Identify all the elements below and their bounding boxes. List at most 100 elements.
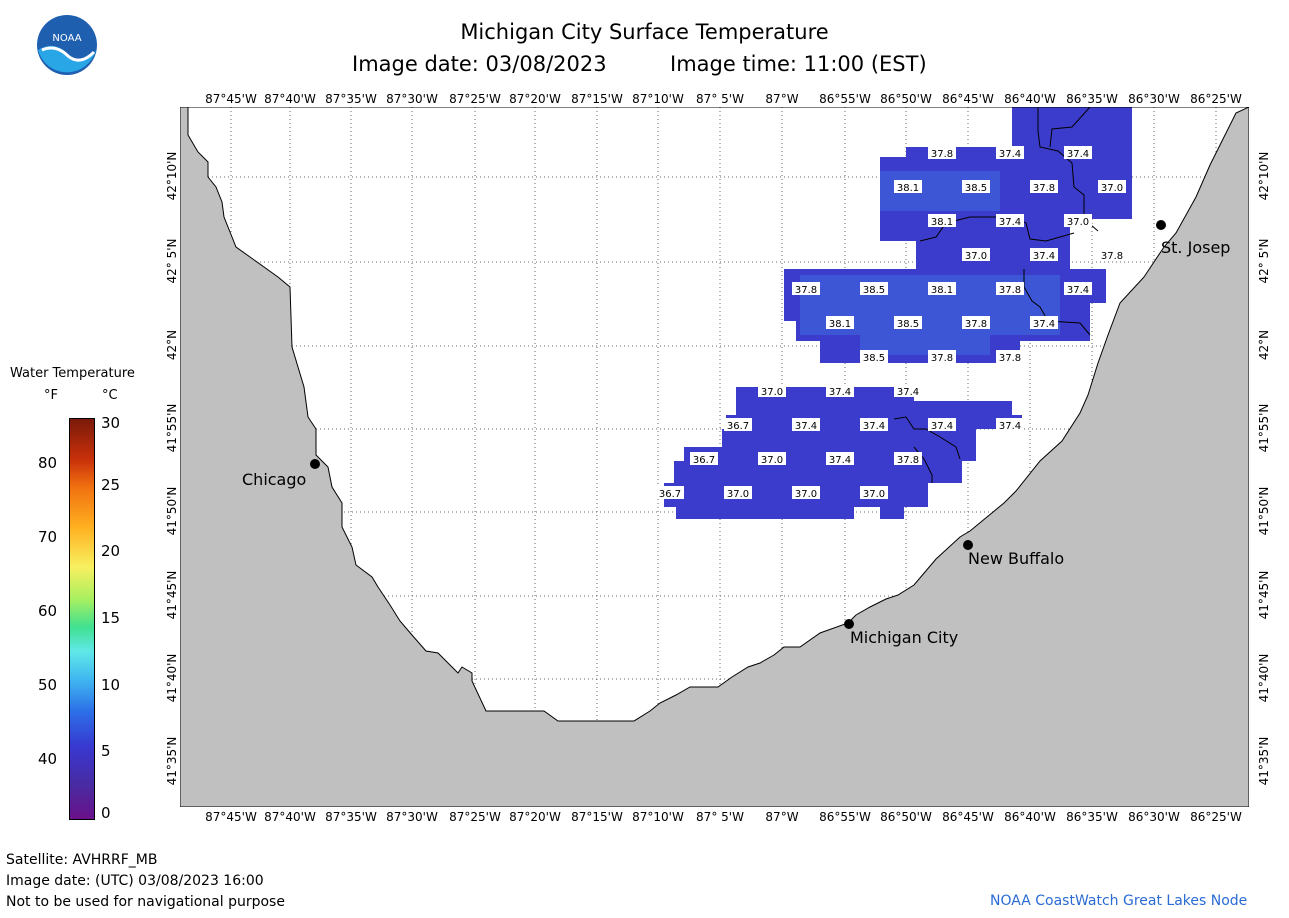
temp-label-bg xyxy=(690,452,718,465)
temp-label-bg xyxy=(1098,180,1126,193)
chicago-marker[interactable] xyxy=(310,459,320,469)
michigan-city-label: Michigan City xyxy=(850,628,959,647)
temp-label-bg xyxy=(962,316,990,329)
temp-label: 37.4 xyxy=(795,421,817,432)
temp-label-bg xyxy=(1030,248,1058,261)
lat-tick-label: 41°35'N xyxy=(1257,736,1271,786)
temp-label: 37.0 xyxy=(1067,217,1089,228)
temp-label: 37.8 xyxy=(931,149,953,160)
lon-tick-label: 87°45'W xyxy=(205,810,257,824)
temp-label: 37.8 xyxy=(897,455,919,466)
temp-label: 38.1 xyxy=(931,217,953,228)
temp-label: 37.4 xyxy=(1067,149,1089,160)
temp-label: 37.0 xyxy=(965,251,987,262)
lon-tick-label: 86°25'W xyxy=(1190,92,1242,106)
legend-unit-f: °F xyxy=(44,388,58,403)
temp-label-bg xyxy=(826,316,854,329)
lon-tick-label: 86°40'W xyxy=(1004,92,1056,106)
temp-label: 37.8 xyxy=(999,285,1021,296)
temp-label-bg xyxy=(894,180,922,193)
temp-label: 37.0 xyxy=(795,489,817,500)
lon-tick-label: 86°50'W xyxy=(880,810,932,824)
city-markers xyxy=(310,220,1166,629)
lon-tick-label: 87°25'W xyxy=(449,810,501,824)
temp-label-bg xyxy=(792,486,820,499)
lat-tick-label: 41°45'N xyxy=(165,570,179,620)
lon-tick-label: 86°55'W xyxy=(819,92,871,106)
temp-label: 37.4 xyxy=(829,387,851,398)
temp-label: 36.7 xyxy=(693,455,715,466)
temp-label: 37.0 xyxy=(761,387,783,398)
temp-label-bg xyxy=(928,350,956,363)
temp-label-bg xyxy=(1064,214,1092,227)
temp-label: 38.5 xyxy=(897,319,919,330)
footer-satellite: Satellite: AVHRRF_MB xyxy=(6,852,158,868)
temp-label: 37.4 xyxy=(863,421,885,432)
temp-label-bg xyxy=(860,418,888,431)
temp-label: 37.8 xyxy=(999,353,1021,364)
lon-tick-label: 87°40'W xyxy=(264,92,316,106)
chicago-label: Chicago xyxy=(242,470,307,489)
lat-tick-label: 42°10'N xyxy=(1257,151,1271,201)
lon-tick-label: 86°30'W xyxy=(1128,92,1180,106)
st-joseph-marker[interactable] xyxy=(1156,220,1166,230)
temp-label: 37.8 xyxy=(965,319,987,330)
lat-tick-label: 41°40'N xyxy=(1257,653,1271,703)
lat-tick-label: 41°35'N xyxy=(165,736,179,786)
temp-label-bg xyxy=(996,214,1024,227)
image-time: Image time: 11:00 (EST) xyxy=(670,52,927,76)
temp-label-bg xyxy=(928,282,956,295)
legend-f-tick: 70 xyxy=(38,528,58,546)
temp-label: 38.1 xyxy=(931,285,953,296)
lat-tick-label: 42° 5'N xyxy=(165,238,179,284)
temp-label-bg xyxy=(962,180,990,193)
st-joseph-label: St. Josep xyxy=(1161,238,1231,257)
lon-tick-label: 87°15'W xyxy=(571,810,623,824)
temp-label-bg xyxy=(962,248,990,261)
lon-tick-label: 87°30'W xyxy=(386,92,438,106)
lon-tick-label: 87°25'W xyxy=(449,92,501,106)
temp-label: 37.8 xyxy=(795,285,817,296)
legend-c-tick: 25 xyxy=(101,476,121,494)
lat-tick-label: 42°10'N xyxy=(165,151,179,201)
map-canvas[interactable]: 37.8 37.4 37.4 38.1 38.5 37.8 37.0 38.1 37.4 37.0… xyxy=(180,107,1249,807)
temp-label: 37.0 xyxy=(727,489,749,500)
legend-c-tick: 30 xyxy=(101,414,121,432)
temp-label-bg xyxy=(894,316,922,329)
temp-label-bg xyxy=(758,452,786,465)
legend-c-tick: 0 xyxy=(101,804,111,822)
temp-label: 37.4 xyxy=(897,387,919,398)
temp-label: 37.4 xyxy=(999,217,1021,228)
lon-tick-label: 87°35'W xyxy=(325,92,377,106)
temp-label: 38.1 xyxy=(897,183,919,194)
temp-label-bg xyxy=(928,146,956,159)
legend-title: Water Temperature xyxy=(10,366,135,381)
lat-tick-label: 41°45'N xyxy=(1257,570,1271,620)
temp-label: 38.5 xyxy=(863,353,885,364)
temp-label: 37.0 xyxy=(1101,183,1123,194)
lon-tick-label: 87°45'W xyxy=(205,92,257,106)
new-buffalo-label: New Buffalo xyxy=(968,549,1065,568)
lat-tick-label: 42°N xyxy=(1257,329,1271,361)
temp-label-bg xyxy=(758,384,786,397)
lat-tick-label: 41°55'N xyxy=(165,403,179,453)
legend-f-tick: 40 xyxy=(38,750,58,768)
footer-credit[interactable]: NOAA CoastWatch Great Lakes Node xyxy=(990,893,1248,909)
temp-label: 37.4 xyxy=(1033,251,1055,262)
lat-tick-label: 42° 5'N xyxy=(1257,238,1271,284)
temp-label: 37.4 xyxy=(999,149,1021,160)
temp-label-bg xyxy=(792,418,820,431)
temp-label-bg xyxy=(860,486,888,499)
temp-label-bg xyxy=(1030,180,1058,193)
temp-label-bg xyxy=(1030,316,1058,329)
temp-label: 37.4 xyxy=(931,421,953,432)
michigan-city-marker[interactable] xyxy=(844,619,854,629)
legend-c-tick: 20 xyxy=(101,542,121,560)
temp-label-bg xyxy=(996,146,1024,159)
new-buffalo-marker[interactable] xyxy=(963,540,973,550)
lon-tick-label: 87°20'W xyxy=(509,92,561,106)
lon-tick-label: 87°15'W xyxy=(571,92,623,106)
noaa-logo: NOAA xyxy=(37,15,97,75)
temp-label-bg xyxy=(826,452,854,465)
lon-tick-label: 87° 5'W xyxy=(696,810,744,824)
